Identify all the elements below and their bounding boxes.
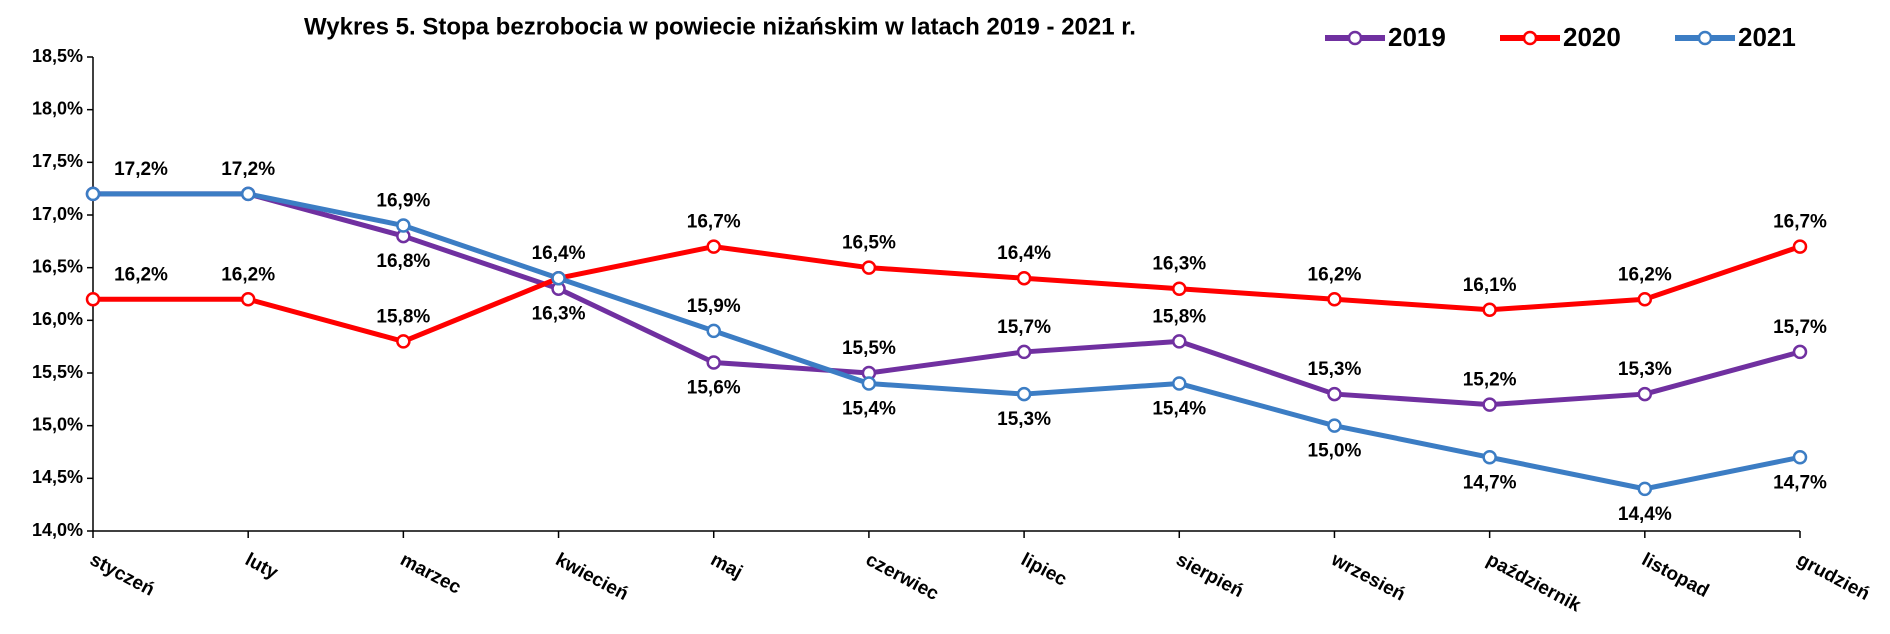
point [1792,239,1808,254]
point [706,323,721,339]
point [861,260,877,275]
y-tick-label: 16,5% [32,256,83,276]
point [1327,292,1342,307]
point [396,334,411,349]
point [1016,270,1032,286]
y-tick-label: 15,5% [32,362,83,382]
y-tick-label: 18,5% [32,46,83,66]
x-tick-label: marzec [397,549,465,598]
data-label: 16,2% [114,264,168,285]
point [1637,481,1653,497]
data-label: 16,4% [997,243,1051,264]
x-tick-label: październik [1483,549,1585,616]
point [861,376,877,391]
legend-marker [1347,30,1363,46]
x-tick-label: luty [241,549,281,584]
y-tick-label: 18,0% [32,98,83,118]
point [240,292,256,307]
data-label: 16,4% [532,243,586,264]
point [1016,386,1032,402]
data-label: 16,5% [842,233,896,254]
data-label: 16,2% [221,264,275,285]
point [706,239,721,254]
x-tick-label: kwiecień [552,549,632,605]
point [240,186,256,202]
data-label: 16,3% [1152,254,1206,275]
data-label: 15,5% [842,338,896,359]
data-label: 15,3% [1618,359,1672,380]
legend-marker [1522,30,1538,46]
point [1327,418,1342,433]
data-label: 16,2% [1308,264,1362,285]
data-label: 17,2% [221,159,275,180]
data-label: 15,8% [1152,306,1206,327]
legend-marker [1697,30,1713,46]
data-label: 16,3% [532,304,586,325]
series-line [93,191,1801,408]
point [1792,450,1808,465]
legend-label: 2021 [1738,22,1796,52]
data-label: 14,7% [1463,472,1517,493]
y-tick-label: 14,5% [32,467,83,487]
chart-title: Wykres 5. Stopa bezrobocia w powiecie ni… [304,13,1136,40]
x-tick-label: listopad [1638,549,1712,602]
data-label: 15,0% [1308,441,1362,462]
y-tick-label: 17,0% [32,204,83,224]
x-tick-label: lipiec [1017,549,1070,591]
data-label: 15,4% [1152,399,1206,420]
point [1482,397,1497,412]
series-line [93,191,1801,492]
data-label: 15,3% [997,409,1051,430]
data-label: 16,1% [1463,275,1517,296]
point [396,218,411,233]
data-label: 16,7% [1773,212,1827,233]
point [1327,386,1342,402]
data-label: 16,9% [376,191,430,212]
data-label: 16,8% [376,251,430,272]
legend-label: 2020 [1563,22,1621,52]
y-tick-label: 16,0% [32,309,83,329]
data-label: 15,8% [376,306,430,327]
x-tick-label: sierpień [1173,549,1247,602]
data-label: 16,7% [687,212,741,233]
point [1172,376,1187,391]
series-line [93,244,1801,344]
data-label: 15,6% [687,377,741,398]
y-tick-label: 15,0% [32,414,83,434]
point [1016,344,1032,360]
point [1637,292,1653,307]
data-label: 15,7% [1773,317,1827,338]
legend-label: 2019 [1388,22,1446,52]
data-label: 15,7% [997,317,1051,338]
point [1637,386,1653,402]
data-label: 17,2% [114,159,168,180]
y-tick-label: 17,5% [32,151,83,171]
point [1482,450,1497,465]
x-tick-label: czerwiec [862,549,942,605]
point [1172,281,1187,296]
data-label: 15,2% [1463,370,1517,391]
x-tick-label: maj [707,549,746,583]
point [1172,334,1187,349]
point [85,292,101,307]
x-tick-label: wrzesień [1327,549,1409,606]
data-label: 14,7% [1773,472,1827,493]
point [85,186,101,202]
point [551,270,566,286]
data-label: 15,4% [842,399,896,420]
point [1482,302,1497,318]
data-label: 15,9% [687,296,741,317]
data-label: 16,2% [1618,264,1672,285]
x-tick-label: grudzień [1793,549,1873,605]
data-label: 15,3% [1308,359,1362,380]
y-tick-label: 14,0% [32,520,83,540]
x-tick-label: styczeń [86,549,157,600]
point [1792,344,1808,360]
point [706,355,721,370]
data-label: 14,4% [1618,504,1672,525]
